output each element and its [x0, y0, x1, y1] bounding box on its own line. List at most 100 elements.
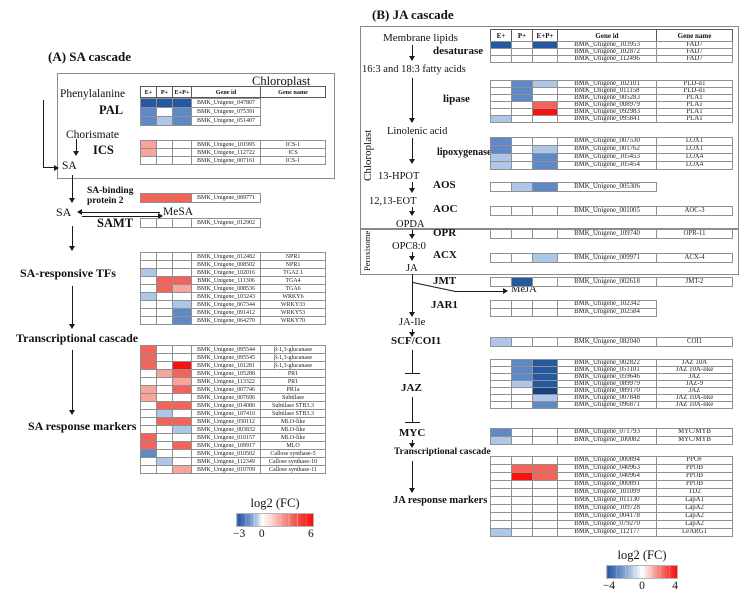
heat-cell-e	[490, 337, 512, 347]
heatmap-samt: BMK_Unigene_012902	[140, 218, 261, 228]
gene-id: BMK_Unigene_105454	[557, 161, 657, 170]
panel-b-title: (B) JA cascade	[372, 7, 454, 22]
node-pal: PAL	[99, 103, 124, 117]
heat-cell-e	[490, 528, 512, 537]
gene-row: BMK_Unigene_082040 COI1	[490, 337, 733, 347]
gene-id: BMK_Unigene_005306	[557, 182, 657, 192]
heat-cell-ep	[172, 156, 192, 165]
heat-cell-p	[156, 193, 173, 203]
gene-id: BMK_Unigene_009971	[557, 253, 657, 263]
heat-cell-ep	[532, 161, 558, 170]
heat-cell-p	[511, 277, 533, 287]
heat-cell-ep	[172, 465, 192, 474]
gene-name: OPR-11	[656, 229, 733, 239]
gene-row: BMK_Unigene_007161 ICS-1	[140, 156, 326, 165]
pal-bypass-line	[43, 100, 45, 168]
gene-row: BMK_Unigene_105454 LOX4	[490, 161, 733, 170]
legend-a-colorbar	[236, 513, 314, 527]
ics-arrow-line	[76, 139, 78, 153]
gene-name: COI1	[656, 337, 733, 347]
node-linolenic-acid: Linolenic acid	[387, 126, 448, 137]
legend-a-tick-mid: 0	[258, 528, 265, 540]
gene-id: BMK_Unigene_096871	[557, 401, 657, 409]
gene-row: BMK_Unigene_051407	[140, 116, 261, 126]
heatmap-pal: BMK_Unigene_047807 BMK_Unigene_075391 BMK_…	[140, 98, 261, 126]
gene-id: BMK_Unigene_100082	[557, 436, 657, 445]
node-chorismate: Chorismate	[66, 129, 120, 141]
arrowhead-acx	[408, 256, 415, 261]
legend-b: log2 (FC) −4 0 4	[602, 548, 678, 593]
gene-name: LeARG1	[656, 528, 733, 537]
gene-id: BMK_Unigene_051407	[191, 116, 261, 126]
node-sa-mid: SA	[56, 205, 72, 219]
heat-cell-p	[156, 316, 173, 325]
node-sa-top: SA	[62, 160, 77, 172]
heat-cell-e	[490, 308, 512, 317]
gene-name: FAD7	[656, 55, 733, 63]
heat-cell-ep	[532, 229, 558, 239]
mesa-arrow-bottom	[82, 216, 160, 218]
sa-to-tfs-arrowhead	[68, 246, 75, 251]
node-sa-responsive-tfs: SA-responsive TFs	[20, 266, 116, 280]
gene-row: BMK_Unigene_112177 LeARG1	[490, 528, 733, 537]
heatmap-aos: BMK_Unigene_005306	[490, 182, 657, 192]
heat-cell-p	[511, 253, 533, 263]
heatmap-jaz: BMK_Unigene_002822 JAZ 10A BMK_Unigene_051…	[490, 359, 733, 409]
heat-cell-e	[490, 206, 512, 216]
gene-row: BMK_Unigene_095544 β-1,3-glucanase	[140, 345, 326, 354]
gene-id: BMK_Unigene_089771	[191, 193, 261, 203]
heat-cell-ep	[532, 277, 558, 287]
gene-id: BMK_Unigene_112177	[557, 528, 657, 537]
heat-cell-e	[140, 193, 157, 203]
gene-id: BMK_Unigene_064270	[191, 316, 261, 325]
legend-b-title: log2 (FC)	[617, 548, 667, 562]
heatmap-jmt: BMK_Unigene_002618 JMT-2	[490, 277, 733, 287]
header-gene-name-a: Gene name	[260, 86, 326, 98]
arrowhead-lipoxygenase	[408, 159, 415, 164]
legend-b-colorbar	[606, 565, 678, 579]
heat-cell-p	[511, 182, 533, 192]
heat-cell-ep	[532, 115, 558, 123]
line-lipase	[412, 78, 414, 120]
gene-row: BMK_Unigene_100082 MYC/MYB	[490, 436, 733, 445]
heatmap-ics: BMK_Unigene_101995 ICS-1 BMK_Unigene_11272…	[140, 140, 326, 165]
legend-a-tick-min: −3	[232, 528, 246, 540]
node-ics: ICS	[93, 143, 114, 157]
heat-cell-p	[511, 115, 533, 123]
gene-id: BMK_Unigene_102584	[557, 308, 657, 317]
heat-cell-ep	[532, 337, 558, 347]
gene-id: BMK_Unigene_002618	[557, 277, 657, 287]
node-aoc: AOC	[433, 203, 458, 215]
node-phenylalanine: Phenylalanine	[60, 88, 126, 100]
heatmap-sa-markers: BMK_Unigene_095544 β-1,3-glucanase BMK_Uni…	[140, 345, 326, 474]
panel-a-title: (A) SA cascade	[48, 49, 132, 64]
sa-to-tfs-line	[72, 226, 74, 248]
arrowhead-opr	[408, 234, 415, 239]
legend-a-title: log2 (FC)	[250, 496, 300, 510]
legend-b-tick-min: −4	[602, 580, 615, 592]
node-desaturase: desaturase	[433, 45, 484, 57]
gene-id: BMK_Unigene_007161	[191, 156, 261, 165]
chloroplast-box-a	[57, 73, 335, 179]
node-membrane-lipids: Membrane lipids	[383, 32, 458, 44]
heat-cell-ep	[532, 253, 558, 263]
heatmap-sa-tfs: BMK_Unigene_012482 NPR1 BMK_Unigene_008502…	[140, 252, 326, 325]
tbar-jaz-myc-line	[412, 397, 414, 422]
gene-row: BMK_Unigene_001005 AOC-3	[490, 206, 733, 216]
legend-b-tick-max: 4	[672, 580, 678, 592]
heatmap-aoc: BMK_Unigene_001005 AOC-3	[490, 206, 733, 216]
heat-cell-p	[511, 308, 533, 317]
node-aos: AOS	[433, 179, 456, 191]
gene-row: BMK_Unigene_009971 ACX-4	[490, 253, 733, 263]
gene-id: BMK_Unigene_109740	[557, 229, 657, 239]
tfs-to-cascade-arrowhead	[68, 324, 75, 329]
heat-cell-e	[490, 436, 512, 445]
heat-cell-ep	[532, 55, 558, 63]
line-ja-down	[412, 274, 414, 314]
line-scf	[412, 329, 414, 334]
gene-row: BMK_Unigene_102584	[490, 308, 657, 317]
tbar-scf-jaz-line	[412, 350, 414, 373]
arrowhead-ja-ile	[408, 312, 415, 317]
heat-cell-e	[490, 253, 512, 263]
heat-cell-p	[511, 55, 533, 63]
